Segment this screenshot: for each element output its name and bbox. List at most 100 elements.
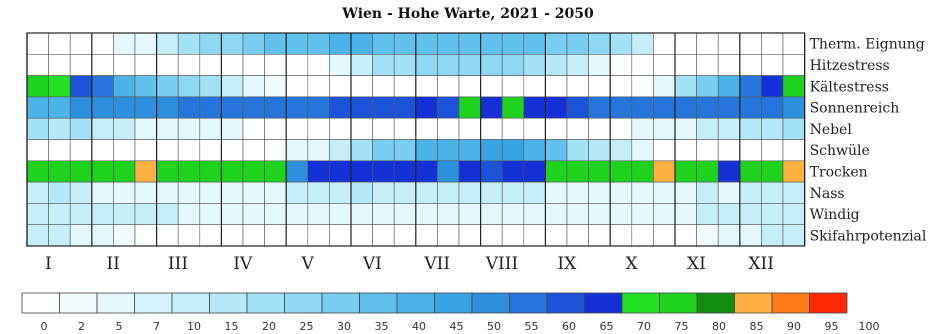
heatmap-cell	[393, 53, 417, 76]
heatmap-cell	[523, 117, 546, 140]
heatmap-cell	[350, 96, 373, 119]
legend-tick-label: 0	[41, 320, 48, 333]
heatmap-cell	[653, 181, 676, 204]
heatmap-cell	[782, 32, 805, 55]
heatmap-cell	[113, 117, 136, 140]
heatmap-cell	[674, 53, 697, 76]
month-label: VIII	[485, 254, 518, 274]
legend-swatch	[246, 292, 285, 314]
legend-tick-label: 85	[750, 320, 764, 333]
heatmap-cell	[307, 181, 330, 204]
legend-tick-label: 10	[187, 320, 201, 333]
heatmap-cell	[523, 160, 546, 183]
heatmap-cell	[717, 53, 741, 76]
heatmap-cell	[199, 160, 222, 183]
heatmap-cell	[480, 75, 503, 98]
heatmap-cell	[437, 117, 460, 140]
heatmap-cell	[372, 32, 395, 55]
heatmap-cell	[674, 75, 697, 98]
heatmap-cell	[696, 53, 719, 76]
heatmap-cell	[696, 160, 719, 183]
heatmap-cell	[393, 203, 417, 225]
heatmap-cell	[631, 203, 654, 225]
row-label: Skifahrpotenzial	[810, 228, 927, 244]
heatmap-cell	[91, 181, 114, 204]
heatmap-cell	[437, 203, 460, 225]
heatmap-cell	[199, 75, 222, 98]
heatmap-cell	[372, 53, 395, 76]
heatmap-cell	[69, 53, 93, 76]
legend-tick-label: 20	[262, 320, 276, 333]
heatmap-cell	[609, 139, 633, 162]
heatmap-cell	[545, 53, 568, 76]
heatmap-cell	[458, 139, 481, 162]
heatmap-cell	[631, 224, 654, 247]
heatmap-cell	[350, 139, 373, 162]
heatmap-cell	[653, 203, 676, 225]
heatmap-cell	[631, 117, 654, 140]
heatmap-cell	[329, 203, 352, 225]
heatmap-cell	[393, 32, 417, 55]
heatmap-cell	[393, 117, 417, 140]
heatmap-cell	[307, 160, 330, 183]
heatmap-cell	[566, 181, 589, 204]
heatmap-cell	[523, 32, 546, 55]
heatmap-cell	[26, 181, 49, 204]
row-label: Schwüle	[810, 143, 870, 159]
heatmap-cell	[134, 53, 157, 76]
heatmap-cell	[113, 181, 136, 204]
legend-tick-label: 15	[225, 320, 239, 333]
heatmap-cell	[653, 117, 676, 140]
heatmap-cell	[415, 32, 438, 55]
heatmap-cell	[415, 139, 438, 162]
legend-tick-label: 5	[116, 320, 123, 333]
month-label: XI	[687, 254, 706, 274]
legend-swatch	[771, 292, 810, 314]
heatmap-cell	[458, 203, 481, 225]
heatmap-cell	[545, 160, 568, 183]
heatmap-cell	[113, 32, 136, 55]
heatmap-cell	[458, 32, 481, 55]
heatmap-cell	[761, 203, 784, 225]
heatmap-cell	[26, 117, 49, 140]
heatmap-cell	[588, 203, 611, 225]
heatmap-cell	[393, 139, 417, 162]
heatmap-cell	[415, 117, 438, 140]
heatmap-cell	[782, 181, 805, 204]
legend-swatch	[134, 292, 173, 314]
heatmap-cell	[221, 96, 244, 119]
heatmap-cell	[48, 32, 71, 55]
heatmap-cell	[307, 224, 330, 247]
heatmap-cell	[177, 203, 201, 225]
heatmap-cell	[350, 32, 373, 55]
grid-border	[26, 32, 806, 247]
heatmap-cell	[674, 224, 697, 247]
heatmap-cell	[69, 32, 93, 55]
heatmap-cell	[545, 139, 568, 162]
heatmap-cell	[393, 181, 417, 204]
heatmap-cell	[329, 75, 352, 98]
heatmap-cell	[523, 139, 546, 162]
heatmap-cell	[329, 160, 352, 183]
heatmap-cell	[134, 224, 157, 247]
heatmap-cell	[545, 96, 568, 119]
heatmap-cell	[674, 203, 697, 225]
heatmap-cell	[393, 160, 417, 183]
heatmap-cell	[48, 203, 71, 225]
legend-tick-label: 50	[487, 320, 501, 333]
heatmap-cell	[437, 224, 460, 247]
heatmap-cell	[761, 224, 784, 247]
heatmap-cell	[653, 139, 676, 162]
heatmap-cell	[113, 75, 136, 98]
heatmap-cell	[501, 96, 525, 119]
heatmap-cell	[199, 181, 222, 204]
heatmap-cell	[264, 96, 287, 119]
heatmap-cell	[523, 96, 546, 119]
heatmap-cell	[264, 224, 287, 247]
heatmap-cell	[717, 32, 741, 55]
heatmap-cell	[696, 96, 719, 119]
legend-swatch	[171, 292, 210, 314]
heatmap-cell	[566, 96, 589, 119]
month-label: IV	[233, 254, 253, 274]
